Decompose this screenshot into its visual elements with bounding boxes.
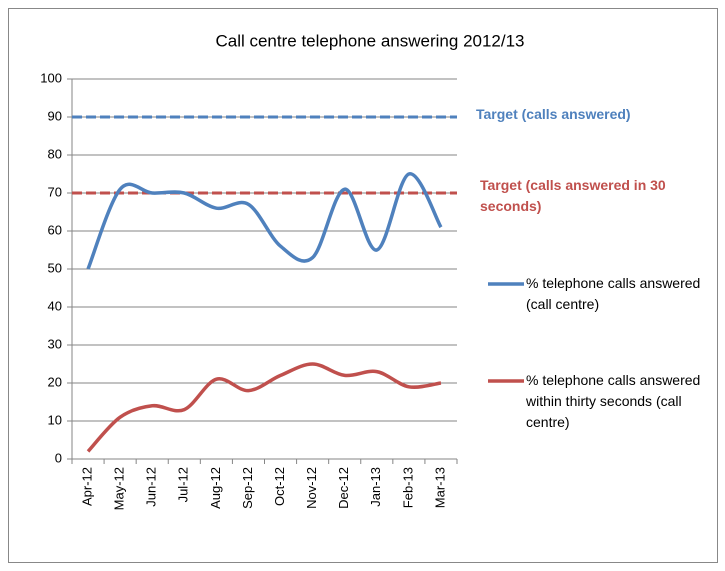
x-tick-label: Sep-12: [240, 467, 255, 509]
x-tick-label: Dec-12: [336, 467, 351, 509]
y-tick-label: 50: [48, 260, 62, 275]
x-tick-label: Jul-12: [176, 467, 191, 502]
y-tick-label: 80: [48, 146, 62, 161]
series-line: [86, 362, 442, 453]
target-label: Target (calls answered in 30 seconds): [480, 177, 666, 214]
x-tick-label: Aug-12: [208, 467, 223, 509]
chart-title: Call centre telephone answering 2012/13: [215, 31, 524, 50]
y-tick-label: 60: [48, 222, 62, 237]
x-tick-label: May-12: [112, 467, 127, 510]
y-tick-label: 10: [48, 412, 62, 427]
y-tick-label: 0: [55, 450, 62, 465]
chart-border: [8, 8, 718, 563]
y-tick-label: 90: [48, 108, 62, 123]
y-tick-label: 70: [48, 184, 62, 199]
target-label: Target (calls answered): [476, 106, 631, 122]
series-line: [86, 172, 443, 270]
y-tick-label: 100: [40, 70, 62, 85]
y-tick-label: 40: [48, 298, 62, 313]
x-tick-label: Jun-12: [144, 467, 159, 507]
x-tick-label: Feb-13: [400, 467, 415, 508]
x-tick-label: Nov-12: [304, 467, 319, 509]
x-tick-label: Oct-12: [272, 467, 287, 506]
x-tick-label: Jan-13: [368, 467, 383, 507]
x-tick-label: Mar-13: [432, 467, 447, 508]
legend-label: % telephone calls answered within thirty…: [526, 372, 701, 430]
legend-label: % telephone calls answered (call centre): [526, 275, 701, 312]
y-tick-label: 20: [48, 374, 62, 389]
x-tick-label: Apr-12: [79, 467, 94, 506]
y-tick-label: 30: [48, 336, 62, 351]
